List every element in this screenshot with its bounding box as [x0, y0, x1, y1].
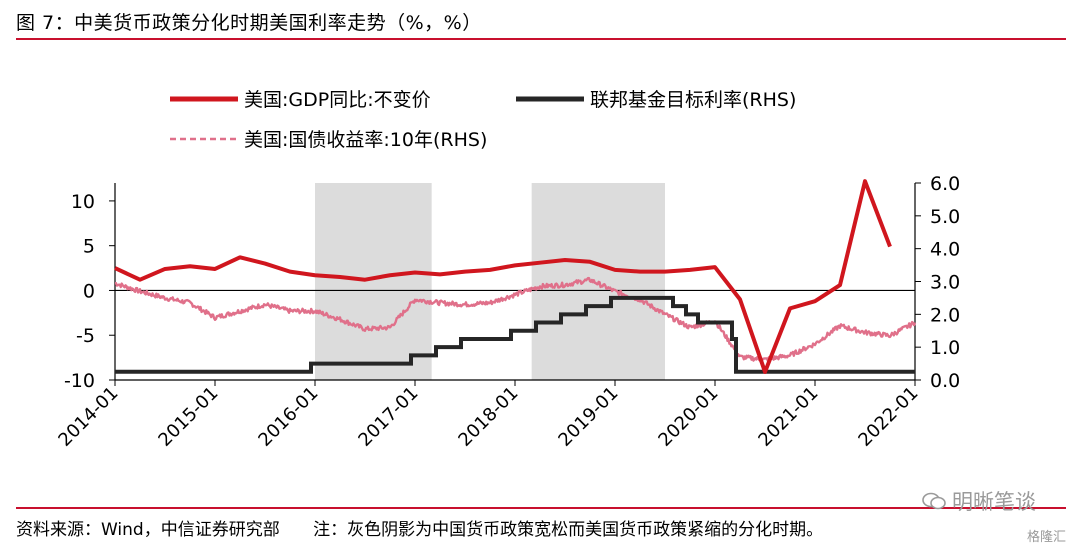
x-tick-label: 2020-01 — [654, 383, 722, 451]
x-tick-label: 2016-01 — [254, 383, 322, 451]
wechat-icon — [922, 492, 946, 510]
gdp-growth-line — [114, 179, 892, 374]
note-text: 注：灰色阴影为中国货币政策宽松而美国货币政策紧缩的分化时期。 — [313, 520, 824, 540]
fed-funds-rate-line — [115, 295, 915, 374]
x-tick-label: 2015-01 — [154, 383, 222, 451]
legend-label-gdp: 美国:GDP同比:不变价 — [244, 89, 431, 111]
left-tick-label: 10 — [71, 191, 95, 213]
right-tick-label: 4.0 — [930, 239, 960, 261]
right-tick-label: 3.0 — [930, 272, 960, 294]
footer: 资料来源：Wind，中信证券研究部 注：灰色阴影为中国货币政策宽松而美国货币政策… — [16, 515, 823, 540]
right-tick-label: 2.0 — [930, 304, 960, 326]
x-tick-label: 2019-01 — [554, 383, 622, 451]
left-tick-label: 5 — [83, 236, 95, 258]
right-tick-label: 0.0 — [930, 370, 960, 392]
right-tick-label: 6.0 — [930, 173, 960, 195]
watermark-sub: 格隆汇 — [1026, 530, 1066, 545]
x-tick-label: 2017-01 — [354, 383, 422, 451]
watermark: 明晰笔谈 — [922, 486, 1036, 516]
footer-rule — [16, 507, 1066, 509]
x-tick-label: 2021-01 — [754, 383, 822, 451]
x-tick-label: 2018-01 — [454, 383, 522, 451]
left-tick-label: 0 — [83, 280, 95, 302]
treasury-10y-line — [114, 276, 917, 363]
chart: -10 -5 0 5 10 0.0 1.0 2.0 3.0 4.0 5.0 6.0 2014-01 201… — [54, 89, 960, 451]
left-tick-label: -5 — [76, 325, 95, 347]
figure-title: 图 7：中美货币政策分化时期美国利率走势（%，%） — [16, 12, 482, 34]
right-tick-label: 5.0 — [930, 206, 960, 228]
legend-label-treasury: 美国:国债收益率:10年(RHS) — [244, 129, 487, 151]
x-tick-label: 2022-01 — [854, 383, 922, 451]
legend-label-fed-funds: 联邦基金目标利率(RHS) — [590, 89, 796, 111]
title-bar: 图 7：中美货币政策分化时期美国利率走势（%，%） — [16, 6, 1066, 40]
source-text: 资料来源：Wind，中信证券研究部 — [16, 520, 280, 540]
left-tick-label: -10 — [64, 370, 95, 392]
watermark-text: 明晰笔谈 — [952, 490, 1036, 514]
shaded-period-1 — [315, 183, 432, 380]
right-tick-label: 1.0 — [930, 337, 960, 359]
x-tick-label: 2014-01 — [54, 383, 122, 451]
